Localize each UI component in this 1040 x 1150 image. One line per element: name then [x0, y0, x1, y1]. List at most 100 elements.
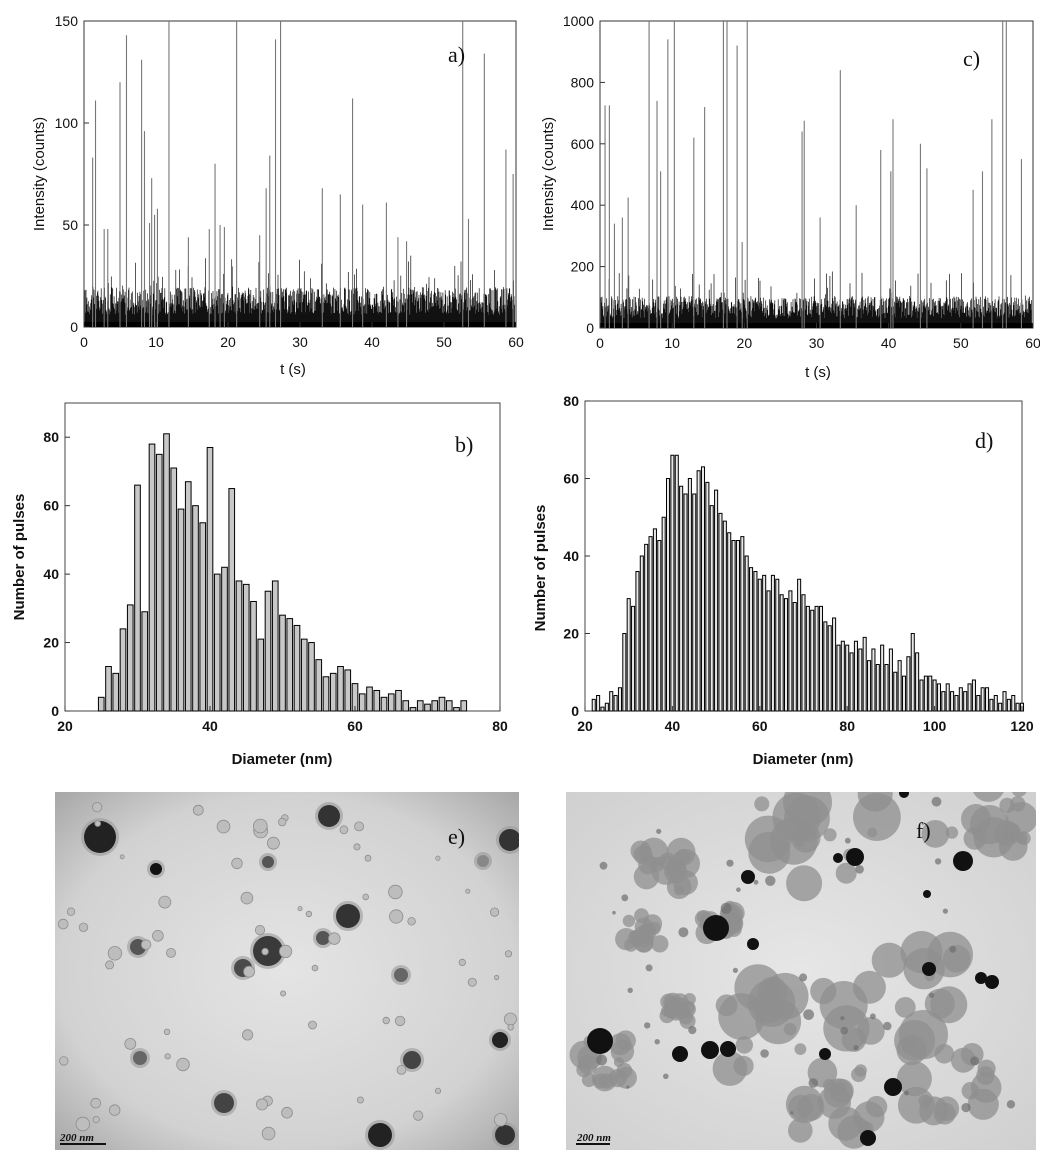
aggregate-blob	[976, 1066, 995, 1085]
histogram-bar	[674, 454, 679, 712]
small-particle	[726, 859, 734, 867]
nanoparticle	[846, 848, 864, 866]
small-particle	[626, 1085, 630, 1089]
aggregate-blob	[679, 1013, 696, 1029]
small-particle	[57, 918, 69, 930]
histogram-bar	[170, 467, 178, 712]
histogram-bar	[141, 611, 149, 712]
histogram-bar	[989, 698, 994, 712]
aggregate-blob	[783, 1022, 797, 1036]
small-particle	[364, 854, 372, 862]
nanoparticle	[403, 1051, 421, 1069]
small-particle	[961, 1103, 971, 1113]
small-particle	[140, 939, 152, 950]
histogram-bar	[936, 683, 942, 712]
particles-e	[57, 802, 519, 1150]
aggregate-blob	[894, 997, 916, 1018]
histogram-bar	[700, 466, 706, 712]
small-particle	[840, 1026, 849, 1035]
x-tick-label: 0	[80, 334, 88, 350]
histogram-bar	[228, 488, 236, 712]
small-particle	[266, 836, 280, 850]
aggregate-blob	[733, 1055, 754, 1076]
yticks-c: 0 200 400 600 800 1000	[563, 13, 605, 336]
small-particle	[596, 1054, 608, 1066]
small-particle	[803, 1009, 814, 1020]
aggregate-blob	[748, 831, 791, 874]
x-axis-label-a: t (s)	[280, 361, 306, 378]
nanoparticle	[923, 890, 931, 898]
histogram-bar	[845, 644, 850, 712]
histogram-bar	[652, 528, 657, 712]
small-particle	[942, 908, 949, 914]
aggregate-blob	[835, 862, 857, 884]
histogram-bar	[897, 660, 902, 712]
histogram-bar	[976, 695, 981, 712]
aggregate-blob	[902, 1040, 916, 1055]
aggregate-blob	[615, 1066, 637, 1089]
bars-d	[591, 454, 1025, 712]
histogram-bar	[387, 693, 395, 712]
histogram-bar	[670, 454, 675, 712]
histogram-bar	[666, 478, 671, 712]
small-particle	[765, 875, 776, 886]
nanoparticle	[833, 853, 843, 863]
histogram-bar	[818, 605, 824, 712]
small-particle	[176, 1057, 190, 1072]
histogram-bar	[928, 675, 933, 712]
aggregate-blob	[794, 836, 805, 847]
nanoparticle	[922, 962, 936, 976]
nanoparticle	[741, 870, 755, 884]
histogram-bar	[329, 672, 337, 712]
aggregate-blob	[786, 865, 823, 902]
histogram-bar	[380, 696, 388, 712]
small-particle	[261, 947, 269, 956]
x-tick-label: 60	[752, 718, 768, 734]
histogram-bar	[980, 687, 985, 712]
small-particle	[280, 990, 287, 997]
x-tick-label: 40	[881, 335, 897, 351]
small-particle	[434, 1087, 442, 1095]
noise-trace	[84, 255, 515, 327]
histogram-bar	[832, 617, 837, 712]
small-particle	[255, 1098, 268, 1111]
histogram-bar	[805, 605, 810, 712]
histogram-bar	[279, 614, 286, 712]
aggregate-blob	[942, 944, 971, 973]
histogram-bar	[923, 675, 928, 712]
small-particle	[493, 1113, 508, 1127]
small-particle	[970, 1056, 980, 1066]
histogram-bar	[967, 683, 972, 712]
small-particle	[92, 802, 103, 813]
histogram-bar	[971, 679, 976, 712]
nanoparticle	[477, 855, 489, 867]
histogram-bar	[155, 453, 163, 712]
x-tick-label: 20	[57, 718, 73, 734]
histogram-bar	[617, 687, 622, 712]
histogram-bar	[867, 660, 872, 712]
aggregate-blob	[896, 1061, 932, 1097]
nanoparticle	[492, 1032, 508, 1048]
y-axis-label-b: Number of pulses	[11, 494, 28, 621]
histogram-bar	[213, 573, 221, 712]
histogram-bar	[862, 636, 867, 712]
aggregate-blob	[897, 1086, 935, 1124]
histogram-bar	[609, 691, 614, 712]
aggregate-blob	[683, 993, 696, 1006]
histogram-bar	[631, 605, 636, 712]
small-particle	[493, 974, 500, 981]
small-particle	[599, 861, 608, 870]
histogram-bar	[950, 691, 955, 712]
small-particle	[663, 1073, 669, 1080]
small-particle	[66, 907, 76, 916]
histogram-bar	[293, 624, 301, 712]
histogram-bar	[591, 698, 596, 712]
yticks-a: 0 50 100 150	[55, 13, 89, 335]
histogram-bar	[1011, 695, 1016, 712]
nanoparticle	[587, 1028, 613, 1054]
nanoparticle	[318, 805, 340, 827]
small-particle	[396, 1065, 407, 1075]
x-tick-label: 40	[665, 718, 681, 734]
histogram-bar	[731, 540, 736, 712]
